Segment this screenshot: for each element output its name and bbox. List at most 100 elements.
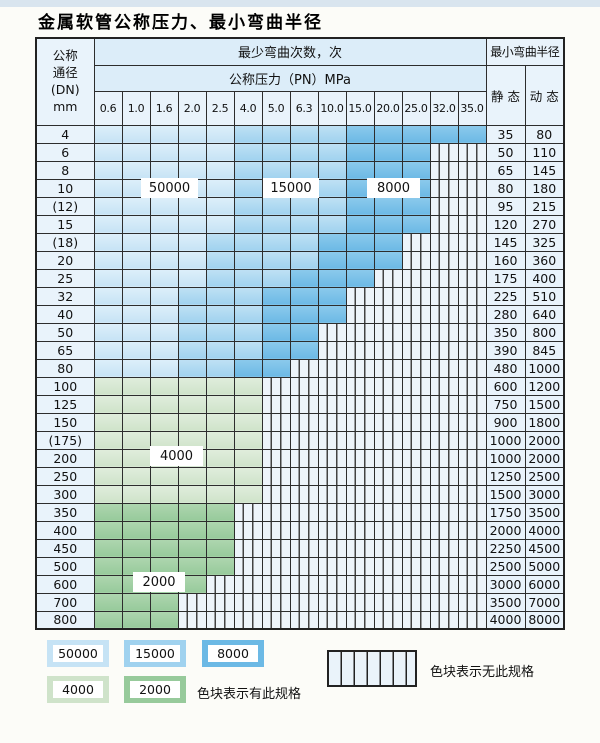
- spec-cell-50000: [149, 286, 179, 306]
- legend-block-label-2000: 2000: [130, 681, 180, 698]
- spec-cell-8000: [317, 304, 347, 324]
- spec-cell-4000: [177, 430, 207, 450]
- no-spec-cell: [233, 538, 263, 558]
- dn-cell: 8: [35, 160, 95, 180]
- no-spec-cell: [457, 556, 487, 576]
- legend-block-8000: 8000: [202, 640, 264, 667]
- no-spec-cell: [457, 358, 487, 378]
- spec-cell-2000: [205, 538, 235, 558]
- spec-cell-50000: [177, 124, 207, 144]
- no-spec-cell: [317, 466, 347, 486]
- spec-cell-4000: [93, 430, 123, 450]
- spec-cell-50000: [205, 214, 235, 234]
- spec-cell-50000: [121, 232, 151, 252]
- dn-cell: 80: [35, 358, 95, 378]
- legend: 色块表示有此规格 色块表示无此规格 50000 15000 8000 4000 2000: [0, 0, 600, 703]
- spec-cell-8000: [373, 160, 403, 180]
- spec-cell-4000: [121, 412, 151, 432]
- table-row-dn-25: 25 175 400: [35, 268, 565, 288]
- no-spec-cell: [401, 610, 431, 630]
- no-spec-cell: [373, 502, 403, 522]
- spec-cell-15000: [261, 232, 291, 252]
- no-spec-cell: [457, 340, 487, 360]
- spec-cell-50000: [121, 304, 151, 324]
- spec-cell-50000: [121, 124, 151, 144]
- no-spec-cell: [429, 304, 459, 324]
- dn-cell: 200: [35, 448, 95, 468]
- spec-cell-2000: [93, 610, 123, 630]
- no-spec-cell: [289, 394, 319, 414]
- no-spec-cell: [205, 574, 235, 594]
- no-spec-cell: [401, 520, 431, 540]
- spec-cell-50000: [121, 142, 151, 162]
- static-cell: 50: [485, 142, 526, 162]
- table-row-dn-(175): (175) 1000 2000: [35, 430, 565, 450]
- table-row-dn-80: 80 480 1000: [35, 358, 565, 378]
- no-spec-cell: [401, 556, 431, 576]
- spec-cell-4000: [149, 412, 179, 432]
- spec-cell-4000: [177, 466, 207, 486]
- spec-cell-15000: [261, 214, 291, 234]
- spec-cell-8000: [345, 124, 375, 144]
- spec-cell-4000: [149, 484, 179, 504]
- dn-cell: 300: [35, 484, 95, 504]
- dn-cell: 250: [35, 466, 95, 486]
- no-spec-cell: [345, 322, 375, 342]
- no-spec-cell: [457, 448, 487, 468]
- spec-cell-50000: [177, 142, 207, 162]
- dn-cell: 4: [35, 124, 95, 144]
- spec-cell-15000: [261, 268, 291, 288]
- spec-cell-15000: [177, 304, 207, 324]
- no-spec-cell: [233, 556, 263, 576]
- spec-cell-15000: [233, 250, 263, 270]
- no-spec-cell: [317, 502, 347, 522]
- static-cell: 120: [485, 214, 526, 234]
- no-spec-cell: [457, 430, 487, 450]
- spec-cell-8000: [317, 250, 347, 270]
- dn-cell: 700: [35, 592, 95, 612]
- top-strip: [0, 0, 600, 7]
- spec-cell-50000: [149, 322, 179, 342]
- dynamic-cell: 8000: [524, 610, 565, 630]
- spec-cell-15000: [205, 340, 235, 360]
- spec-cell-50000: [205, 178, 235, 198]
- spec-cell-50000: [93, 322, 123, 342]
- dynamic-cell: 2000: [524, 430, 565, 450]
- spec-cell-50000: [149, 196, 179, 216]
- no-spec-cell: [457, 610, 487, 630]
- table-row-dn-40: 40 280 640: [35, 304, 565, 324]
- table-row-dn-(18): (18) 145 325: [35, 232, 565, 252]
- no-spec-cell: [457, 268, 487, 288]
- no-spec-cell: [457, 466, 487, 486]
- spec-cell-50000: [149, 304, 179, 324]
- spec-cell-15000: [289, 214, 319, 234]
- no-spec-cell: [261, 502, 291, 522]
- spec-cell-2000: [205, 556, 235, 576]
- dynamic-cell: 6000: [524, 574, 565, 594]
- no-spec-cell: [345, 610, 375, 630]
- dn-cell: 450: [35, 538, 95, 558]
- no-spec-cell: [289, 520, 319, 540]
- spec-cell-15000: [233, 286, 263, 306]
- spec-cell-4000: [93, 394, 123, 414]
- spec-cell-4000: [121, 376, 151, 396]
- spec-cell-2000: [149, 556, 179, 576]
- no-spec-cell: [401, 232, 431, 252]
- no-spec-cell: [429, 322, 459, 342]
- no-spec-cell: [429, 538, 459, 558]
- spec-cell-4000: [149, 466, 179, 486]
- no-spec-cell: [317, 376, 347, 396]
- static-cell: 145: [485, 232, 526, 252]
- spec-cell-15000: [317, 142, 347, 162]
- spec-cell-15000: [177, 322, 207, 342]
- dynamic-cell: 3000: [524, 484, 565, 504]
- table-row-dn-8: 8 65 145: [35, 160, 565, 180]
- no-spec-cell: [345, 340, 375, 360]
- table-row-dn-250: 250 1250 2500: [35, 466, 565, 486]
- spec-cell-15000: [317, 124, 347, 144]
- no-spec-cell: [317, 484, 347, 504]
- no-spec-cell: [401, 502, 431, 522]
- no-spec-cell: [345, 448, 375, 468]
- spec-cell-15000: [205, 358, 235, 378]
- spec-cell-15000: [205, 250, 235, 270]
